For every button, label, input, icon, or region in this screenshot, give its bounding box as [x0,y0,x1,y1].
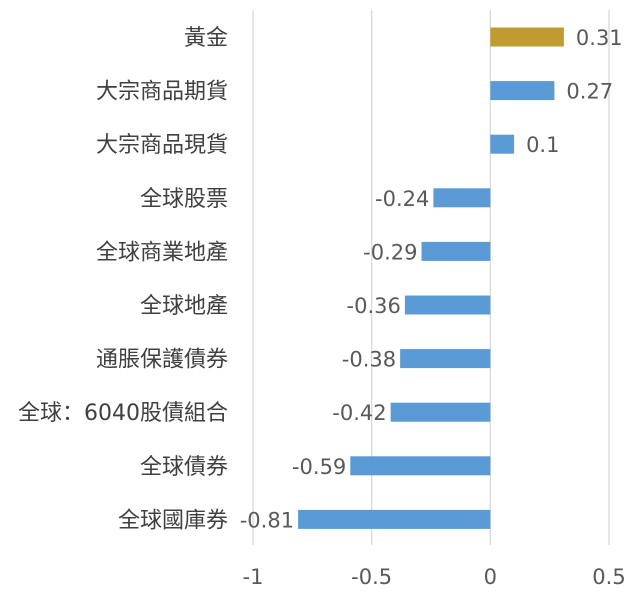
value-label: 0.27 [566,80,613,104]
category-label: 全球地產 [140,294,228,319]
value-label: -0.59 [292,455,346,479]
category-label: 全球股票 [140,187,228,212]
value-label: -0.29 [363,240,417,264]
x-tick-label: -0.5 [351,565,392,589]
bar [433,188,491,208]
category-label: 全球商業地產 [96,240,228,265]
x-tick-label: -1 [243,565,264,589]
category-label: 通脹保護債券 [96,348,228,373]
value-label: 0.31 [576,26,623,50]
value-label: -0.38 [342,348,396,372]
bar [298,509,491,529]
bar [400,349,491,369]
labels: -1 -0.5 0 0.5 黃金 0.31 大宗商品期貨 0.27 大宗商品現貨 0.1 全球股票 -… [18,26,626,589]
category-label: 大宗商品現貨 [96,133,228,158]
value-label: -0.42 [332,401,386,425]
bars [298,27,564,529]
bar [490,81,555,101]
bar [390,402,491,422]
bar [421,241,491,261]
bar [490,27,564,47]
value-label: -0.36 [347,294,401,318]
category-label: 大宗商品期貨 [96,80,228,105]
x-tick-label: 0.5 [592,565,625,589]
value-label: -0.24 [375,187,429,211]
value-label: -0.81 [240,508,294,532]
value-label: 0.1 [526,133,559,157]
bar [404,295,491,315]
x-tick-label: 0 [484,565,497,589]
category-label: 黃金 [184,26,228,51]
bar [350,456,491,476]
category-label: 全球國庫券 [118,508,228,533]
category-label: 全球：6040股債組合 [18,401,228,426]
category-label: 全球債券 [140,455,228,480]
bar [490,134,515,154]
